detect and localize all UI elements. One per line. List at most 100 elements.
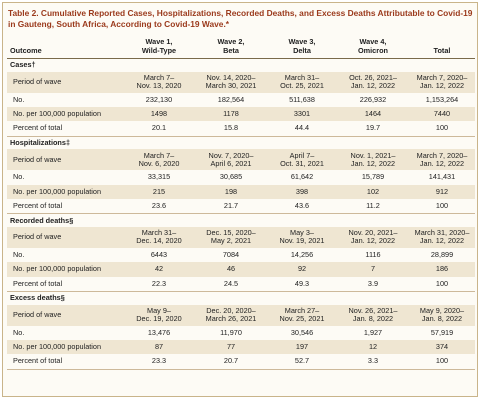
cell-value: March 31– Oct. 25, 2021	[267, 71, 337, 93]
table-row: No. 33,315 30,685 61,642 15,789 141,431	[7, 170, 475, 184]
cell-value: 197	[267, 339, 337, 355]
cell-value: 22.3	[151, 278, 167, 288]
row-label: Percent of total	[13, 201, 63, 211]
cell-value: 6443	[150, 250, 168, 260]
cell-value: 11,970	[220, 327, 242, 337]
cell-value: 15,789	[361, 172, 385, 182]
cell-value: May 3– Nov. 19, 2021	[267, 226, 337, 248]
cell-value: 215	[123, 184, 195, 199]
cell-value: 87	[123, 339, 195, 355]
table-row: Period of wave May 9– Dec. 19, 2020 Dec. 20…	[7, 304, 475, 326]
cell-value: 1,927	[363, 327, 383, 337]
cell-value: 7	[337, 262, 409, 277]
row-label: Period of wave	[7, 71, 123, 93]
cell-value: Nov. 20, 2021– Jan. 12, 2022	[337, 226, 409, 248]
header-outcome: Outcome	[10, 46, 42, 55]
cell-value: 12	[337, 339, 409, 355]
table-row: No. 6443 7084 14,256 1116 28,899	[7, 248, 475, 262]
cell-value: 19.7	[365, 123, 381, 133]
cell-value: Dec. 20, 2020– March 26, 2021	[195, 304, 267, 326]
cell-value: 43.6	[294, 201, 310, 211]
header-wave1: Wave 1, Wild-Type	[141, 37, 177, 55]
row-label: Period of wave	[7, 304, 123, 326]
section-title: Cases†	[10, 60, 36, 70]
table-row: Percent of total 23.6 21.7 43.6 11.2 100	[7, 199, 475, 214]
section-header-hospitalizations: Hospitalizations‡	[7, 136, 475, 149]
table-row: Period of wave March 7– Nov. 6, 2020 Nov. 7…	[7, 149, 475, 171]
data-table: Outcome Wave 1, Wild-Type Wave 2, Beta Wav…	[7, 35, 475, 370]
cell-value: 182,564	[217, 94, 245, 104]
row-label: No. per 100,000 population	[7, 106, 123, 122]
row-label: No.	[13, 327, 25, 337]
table-row: No. per 100,000 population 87 77 197 12 374	[7, 339, 475, 355]
cell-value: 52.7	[294, 356, 310, 366]
cell-value: Oct. 26, 2021– Jan. 12, 2022	[337, 71, 409, 93]
cell-value: 46	[195, 262, 267, 277]
cell-value: 1116	[365, 250, 381, 260]
cell-value: 30,685	[219, 172, 243, 182]
cell-value: 100	[435, 278, 449, 288]
table-row: Period of wave March 7– Nov. 13, 2020 Nov. …	[7, 71, 475, 93]
row-label: Period of wave	[7, 149, 123, 171]
table-row: Percent of total 20.1 15.8 44.4 19.7 100	[7, 121, 475, 137]
row-label: Period of wave	[7, 226, 123, 248]
cell-value: Nov. 1, 2021– Jan. 12, 2022	[337, 149, 409, 171]
header-row: Outcome Wave 1, Wild-Type Wave 2, Beta Wav…	[7, 35, 475, 59]
cell-value: March 31– Dec. 14, 2020	[123, 226, 195, 248]
table-panel: Table 2. Cumulative Reported Cases, Hosp…	[2, 2, 478, 397]
row-label: No.	[13, 94, 25, 104]
table-row: No. per 100,000 population 215 198 398 102 91…	[7, 184, 475, 199]
cell-value: 232,130	[145, 94, 173, 104]
table-row: No. per 100,000 population 1498 1178 3301 14…	[7, 106, 475, 122]
table-row: Percent of total 23.3 20.7 52.7 3.3 100	[7, 354, 475, 370]
cell-value: 13,476	[147, 327, 171, 337]
cell-value: 226,932	[359, 94, 387, 104]
cell-value: 7084	[222, 250, 240, 260]
cell-value: 44.4	[294, 123, 310, 133]
cell-value: Nov. 7, 2020– April 6, 2021	[195, 149, 267, 171]
row-label: Percent of total	[13, 123, 63, 133]
table-title: Table 2. Cumulative Reported Cases, Hosp…	[8, 8, 473, 29]
header-wave2: Wave 2, Beta	[217, 37, 245, 55]
cell-value: 1498	[123, 106, 195, 122]
cell-value: 33,315	[147, 172, 171, 182]
cell-value: 7440	[409, 106, 475, 122]
cell-value: 912	[409, 184, 475, 199]
cell-value: 49.3	[294, 278, 310, 288]
cell-value: Dec. 15, 2020– May 2, 2021	[195, 226, 267, 248]
table-row: No. 13,476 11,970 30,546 1,927 57,919	[7, 326, 475, 340]
cell-value: 28,899	[430, 250, 454, 260]
row-label: No. per 100,000 population	[7, 339, 123, 355]
cell-value: 102	[337, 184, 409, 199]
cell-value: 21.7	[223, 201, 239, 211]
cell-value: 3.9	[367, 278, 379, 288]
table-row: No. 232,130 182,564 511,638 226,932 1,153,264	[7, 93, 475, 107]
table-row: Period of wave March 31– Dec. 14, 2020 Dec.…	[7, 226, 475, 248]
table-row: No. per 100,000 population 42 46 92 7 186	[7, 262, 475, 277]
cell-value: 511,638	[289, 94, 315, 104]
header-wave4: Wave 4, Omicron	[357, 37, 388, 55]
cell-value: 398	[267, 184, 337, 199]
cell-value: 24.5	[223, 278, 239, 288]
cell-value: 141,431	[428, 172, 456, 182]
cell-value: 374	[409, 339, 475, 355]
table-row: Percent of total 22.3 24.5 49.3 3.9 100	[7, 277, 475, 292]
cell-value: 20.7	[223, 356, 239, 366]
cell-value: 100	[435, 356, 449, 366]
section-title: Hospitalizations‡	[10, 137, 71, 147]
cell-value: Nov. 14, 2020– March 30, 2021	[195, 71, 267, 93]
cell-value: 20.1	[151, 123, 167, 133]
cell-value: March 27– Nov. 25, 2021	[267, 304, 337, 326]
cell-value: March 7– Nov. 13, 2020	[123, 71, 195, 93]
cell-value: 3.3	[367, 356, 379, 366]
row-label: No. per 100,000 population	[7, 184, 123, 199]
cell-value: 11.2	[366, 201, 380, 211]
cell-value: 100	[435, 123, 449, 133]
cell-value: Nov. 26, 2021– Jan. 8, 2022	[337, 304, 409, 326]
cell-value: May 9– Dec. 19, 2020	[123, 304, 195, 326]
header-wave3: Wave 3, Delta	[288, 37, 316, 55]
section-title: Recorded deaths§	[10, 215, 74, 225]
section-header-excess-deaths: Excess deaths§	[7, 292, 475, 305]
section-header-cases: Cases†	[7, 59, 475, 72]
cell-value: April 7– Oct. 31, 2021	[267, 149, 337, 171]
